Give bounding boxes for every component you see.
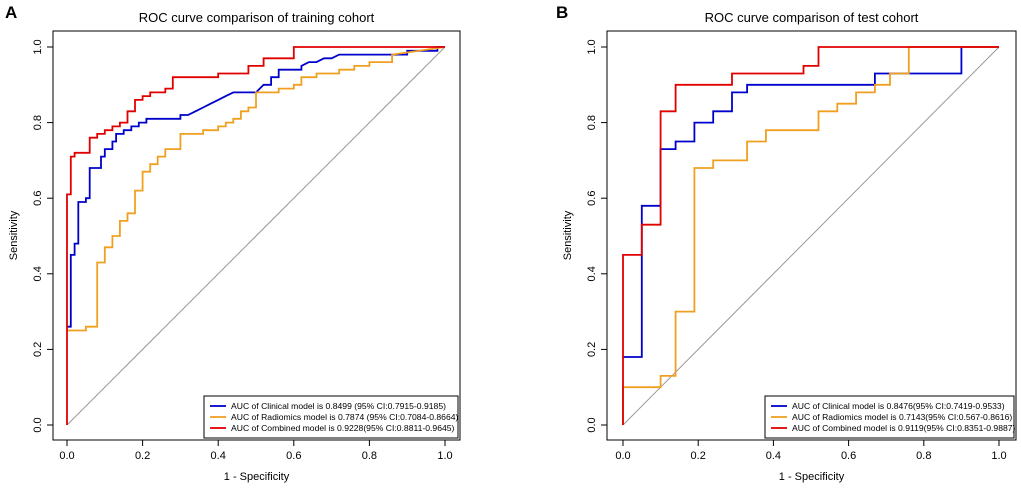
panel-label-a: A	[5, 3, 18, 22]
x-tick-label: 1.0	[437, 450, 452, 462]
legend-label-radiomics-model: AUC of Radiomics model is 0.7143(95% CI:…	[792, 412, 1012, 422]
x-tick-label: 0.0	[615, 450, 630, 462]
x-axis-label: 1 - Specificity	[779, 471, 845, 483]
x-tick-label: 1.0	[991, 450, 1006, 462]
panel-label-b: B	[556, 3, 569, 22]
legend-label-clinical-model: AUC of Clinical model is 0.8476(95% CI:0…	[792, 401, 1005, 411]
y-tick-label: 1.0	[32, 39, 44, 54]
y-tick-label: 0.8	[586, 115, 598, 130]
legend-box	[203, 395, 459, 439]
roc-line-combined-model	[622, 46, 999, 425]
x-tick-label: 0.0	[59, 450, 74, 462]
x-tick-label: 0.4	[211, 450, 226, 462]
roc-line-radiomics-model	[67, 46, 446, 332]
y-tick-label: 0.0	[586, 417, 598, 432]
legend: AUC of Clinical model is 0.8476(95% CI:0…	[764, 395, 1016, 439]
y-axis-label: Sensitivity	[562, 210, 574, 260]
chart-title: ROC curve comparison of test cohort	[705, 10, 919, 25]
roc-chart-training: ROC curve comparison of training cohort 0…	[8, 10, 461, 483]
roc-line-radiomics-model	[622, 46, 999, 425]
y-tick-label: 0.6	[586, 191, 598, 206]
x-tick-label: 0.6	[841, 450, 856, 462]
y-tick-label: 0.4	[32, 266, 44, 281]
x-tick-label: 0.2	[691, 450, 706, 462]
y-tick-label: 0.2	[32, 342, 44, 357]
plot-frame	[52, 30, 461, 441]
reference-diagonal	[622, 46, 1000, 426]
chart-title: ROC curve comparison of training cohort	[139, 10, 375, 25]
reference-diagonal	[66, 46, 446, 426]
legend-box	[764, 395, 1015, 439]
plot-frame	[606, 30, 1017, 441]
y-tick-label: 0.0	[32, 417, 44, 432]
y-tick-label: 0.2	[586, 342, 598, 357]
roc-line-combined-model	[66, 46, 445, 425]
x-tick-label: 0.2	[135, 450, 150, 462]
x-tick-label: 0.6	[286, 450, 301, 462]
x-tick-label: 0.8	[362, 450, 377, 462]
legend-label-radiomics-model: AUC of Radiomics model is 0.7874 (95% CI…	[231, 412, 459, 422]
y-axis-label: Sensitivity	[8, 210, 20, 260]
x-tick-label: 0.8	[916, 450, 931, 462]
x-tick-label: 0.4	[766, 450, 781, 462]
roc-line-clinical-model	[623, 46, 999, 358]
x-axis-label: 1 - Specificity	[224, 471, 290, 483]
legend-label-combined-model: AUC of Combined model is 0.9119(95% CI:0…	[792, 423, 1016, 433]
roc-line-clinical-model	[67, 46, 445, 328]
y-tick-label: 0.6	[32, 191, 44, 206]
y-tick-label: 1.0	[586, 39, 598, 54]
legend-label-combined-model: AUC of Combined model is 0.9228(95% CI:0…	[231, 423, 455, 433]
legend-label-clinical-model: AUC of Clinical model is 0.8499 (95% CI:…	[231, 401, 446, 411]
roc-chart-test: ROC curve comparison of test cohort 0.0 0.…	[562, 10, 1017, 483]
legend: AUC of Clinical model is 0.8499 (95% CI:…	[203, 395, 459, 439]
y-tick-label: 0.4	[586, 266, 598, 281]
y-tick-label: 0.8	[32, 115, 44, 130]
